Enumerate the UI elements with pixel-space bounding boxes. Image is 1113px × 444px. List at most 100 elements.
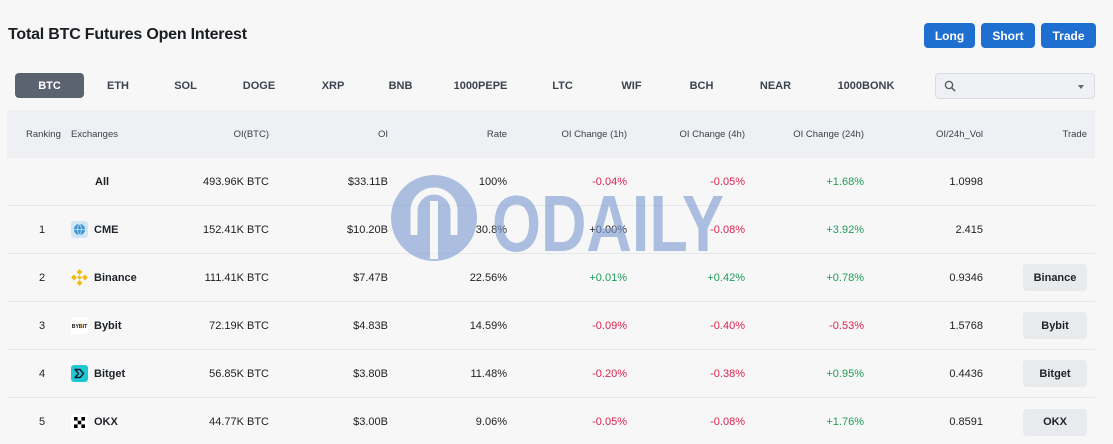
tab-btc[interactable]: BTC <box>15 73 84 98</box>
table-row-cme[interactable]: 1 CME 152.41K BTC $10.20B 30.8% +0.00% -… <box>7 206 1095 254</box>
oi-change-24h-value: +0.78% <box>826 271 864 284</box>
okx-logo-icon <box>71 413 88 431</box>
oi-value: $10.20B <box>347 223 388 236</box>
ranking-value: 3 <box>39 319 46 332</box>
exchange-name: All <box>95 175 110 188</box>
short-button[interactable]: Short <box>981 23 1035 48</box>
oi-vol-value: 0.8591 <box>949 416 983 428</box>
table-row-bybit[interactable]: 3 BYBIT Bybit 72.19K BTC $4.83B 14.59% -… <box>7 302 1095 350</box>
oi-value: $3.80B <box>353 367 388 380</box>
exchange-name: Bitget <box>94 367 126 380</box>
exchange-cell: Binance <box>71 254 137 301</box>
exchange-cell: Bitget <box>71 350 125 397</box>
rate-value: 14.59% <box>469 319 507 332</box>
ranking-value: 4 <box>39 367 46 380</box>
trade-binance-button[interactable]: Binance <box>1023 264 1087 291</box>
oi-vol-value: 1.0998 <box>949 175 983 188</box>
oi-vol-value: 0.9346 <box>949 271 983 284</box>
oi-value: $4.83B <box>353 319 388 332</box>
trade-cell: Binance <box>1023 254 1087 301</box>
table-row-okx[interactable]: 5 OKX 44.77K BTC $3.00B 9.06% -0.05% -0.… <box>7 398 1095 444</box>
svg-text:BYBIT: BYBIT <box>72 324 88 330</box>
tab-1000pepe[interactable]: 1000PEPE <box>453 79 508 92</box>
rate-value: 22.56% <box>469 271 507 284</box>
exchange-name: OKX <box>94 416 118 428</box>
tab-ltc[interactable]: LTC <box>552 79 573 92</box>
oi-btc-value: 72.19K BTC <box>209 319 269 332</box>
header-oi-btc: OI(BTC) <box>233 128 269 140</box>
table-row-bitget[interactable]: 4 Bitget 56.85K BTC $3.80B 11.48% -0.20%… <box>7 350 1095 398</box>
search-icon <box>944 80 956 92</box>
header-exchanges: Exchanges <box>71 128 119 140</box>
oi-change-4h-value: -0.08% <box>710 416 745 428</box>
bybit-logo-icon: BYBIT <box>71 317 88 334</box>
oi-btc-value: 56.85K BTC <box>209 367 269 380</box>
exchange-name: CME <box>94 223 119 236</box>
oi-change-1h-value: -0.20% <box>592 367 627 380</box>
tab-bch[interactable]: BCH <box>689 79 714 92</box>
oi-change-1h-value: -0.04% <box>592 175 627 188</box>
ranking-value: 2 <box>39 271 46 284</box>
exchange-name: Bybit <box>94 319 122 332</box>
table-row-binance[interactable]: 2 Binance 111.41K BTC $7.47B 22.56% +0.0… <box>7 254 1095 302</box>
ranking-value: 5 <box>39 416 46 428</box>
exchange-cell: OKX <box>71 398 118 444</box>
tab-bnb[interactable]: BNB <box>388 79 413 92</box>
tab-near[interactable]: NEAR <box>759 79 792 92</box>
oi-vol-value: 1.5768 <box>949 319 983 332</box>
action-buttons: Long Short Trade <box>924 23 1096 48</box>
oi-change-4h-value: -0.40% <box>710 319 745 332</box>
trade-bitget-button[interactable]: Bitget <box>1023 360 1087 387</box>
trade-bybit-button[interactable]: Bybit <box>1023 312 1087 339</box>
trade-okx-button[interactable]: OKX <box>1023 408 1087 436</box>
oi-change-4h-value: -0.38% <box>710 367 745 380</box>
oi-btc-value: 44.77K BTC <box>209 416 269 428</box>
header-trade: Trade <box>1062 128 1087 140</box>
rate-value: 11.48% <box>470 367 508 380</box>
header-oi-vol: OI/24h_Vol <box>935 128 983 140</box>
search-input[interactable] <box>962 77 1072 95</box>
header-oi: OI <box>377 128 388 140</box>
oi-change-4h-value: +0.42% <box>707 271 745 284</box>
header-ranking: Ranking <box>26 128 61 140</box>
tab-1000bonk[interactable]: 1000BONK <box>837 79 895 92</box>
oi-btc-value: 152.41K BTC <box>202 223 269 236</box>
trade-cell: OKX <box>1023 398 1087 444</box>
oi-change-24h-value: +3.92% <box>826 223 864 236</box>
search-select[interactable] <box>935 73 1095 99</box>
coin-tabs: BTC ETH SOL DOGE XRP BNB 1000PEPE LTC WI… <box>15 73 919 98</box>
cme-logo-icon <box>71 221 88 238</box>
table-row-all[interactable]: All 493.96K BTC $33.11B 100% -0.04% -0.0… <box>7 158 1095 206</box>
long-button[interactable]: Long <box>924 23 975 48</box>
trade-cell: Bybit <box>1023 302 1087 349</box>
oi-change-24h-value: -0.53% <box>829 319 864 332</box>
exchange-name: Binance <box>94 271 137 284</box>
oi-change-1h-value: -0.05% <box>592 416 627 428</box>
trade-button[interactable]: Trade <box>1041 23 1096 48</box>
oi-change-4h-value: -0.05% <box>710 175 745 188</box>
exchange-cell: CME <box>71 206 118 253</box>
rate-value: 100% <box>478 175 507 188</box>
open-interest-table: Ranking Exchanges OI(BTC) OI Rate OI Cha… <box>7 110 1095 444</box>
header-oi-change-1h: OI Change (1h) <box>561 128 627 140</box>
oi-vol-value: 2.415 <box>955 223 983 236</box>
tab-wif[interactable]: WIF <box>621 79 642 92</box>
oi-value: $3.00B <box>353 416 388 428</box>
oi-change-1h-value: +0.00% <box>589 223 627 236</box>
table-header: Ranking Exchanges OI(BTC) OI Rate OI Cha… <box>7 110 1095 158</box>
tab-eth[interactable]: ETH <box>107 79 129 92</box>
oi-btc-value: 111.41K BTC <box>204 271 269 284</box>
oi-btc-value: 493.96K BTC <box>202 175 269 188</box>
bitget-logo-icon <box>71 365 88 382</box>
oi-change-24h-value: +1.68% <box>826 175 864 188</box>
trade-cell: Bitget <box>1023 350 1087 397</box>
oi-change-4h-value: -0.08% <box>710 223 745 236</box>
tab-sol[interactable]: SOL <box>174 79 197 92</box>
oi-vol-value: 0.4436 <box>949 367 983 380</box>
oi-change-1h-value: +0.01% <box>589 271 627 284</box>
tab-doge[interactable]: DOGE <box>242 79 276 92</box>
tab-xrp[interactable]: XRP <box>321 79 345 92</box>
oi-value: $33.11B <box>347 175 388 188</box>
page-title: Total BTC Futures Open Interest <box>8 26 247 43</box>
binance-logo-icon <box>71 269 88 286</box>
